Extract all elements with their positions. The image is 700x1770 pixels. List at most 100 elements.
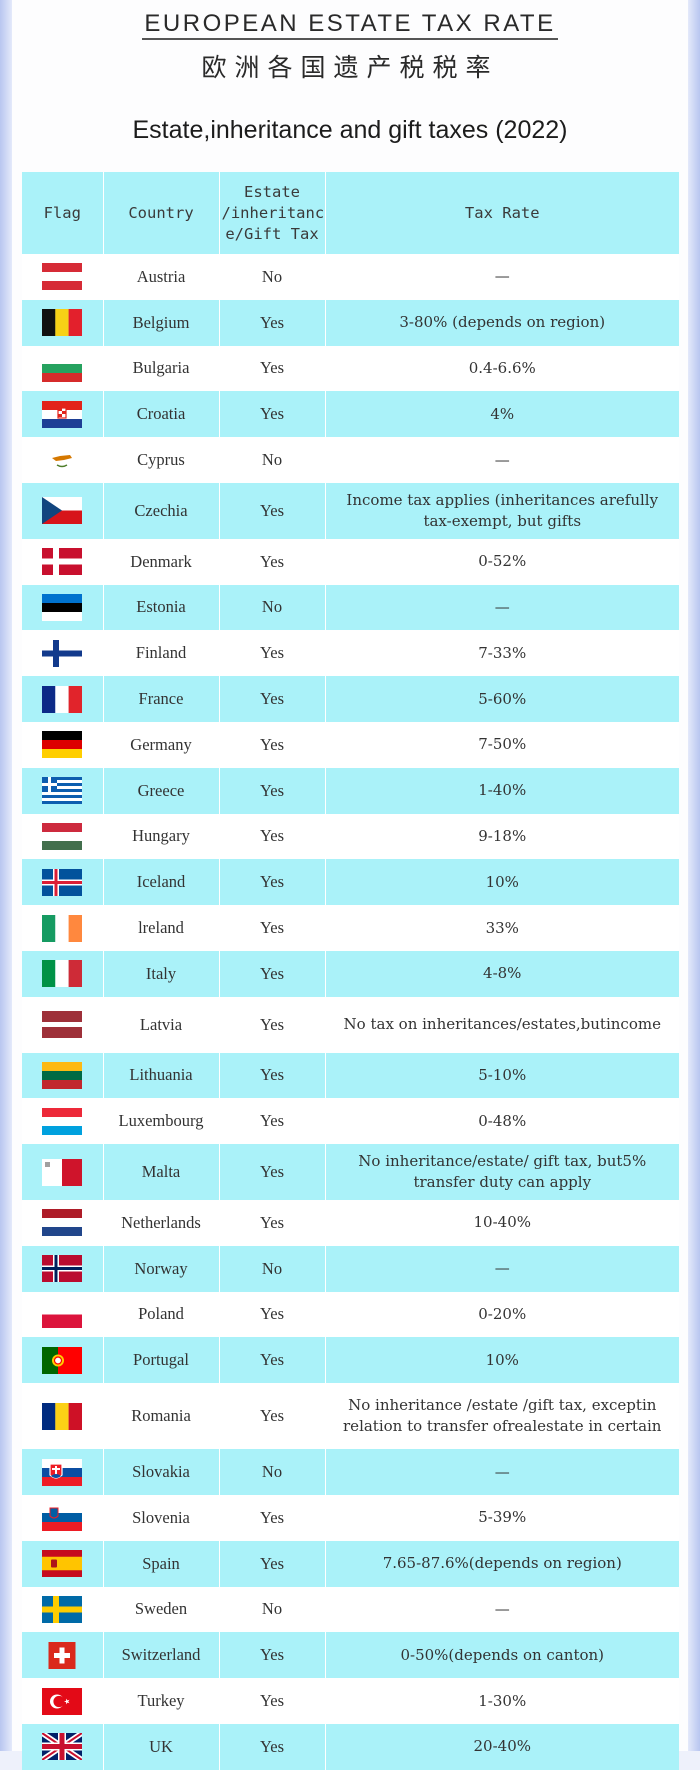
table-row: Slovenia Yes 5-39% (22, 1494, 679, 1541)
tax-cell: Yes (219, 1723, 326, 1770)
cyprus-flag-icon (42, 446, 83, 474)
flag-cell (22, 1337, 104, 1384)
tax-rate-cell: 9-18% (478, 826, 527, 845)
tax-cell: No (219, 1245, 326, 1292)
tax-rate-cell: 0-20% (478, 1304, 527, 1323)
tax-rate-cell: 20-40% (473, 1737, 532, 1756)
turkey-flag-icon (42, 1687, 83, 1715)
table-header: Flag Country Estate /inheritanc e/Gift T… (22, 172, 679, 254)
germany-flag-icon (42, 731, 83, 759)
tax-cell: Yes (219, 482, 326, 539)
country-cell: Cyprus (103, 437, 220, 483)
table-row: Belgium Yes 3-80% (depends on region) (22, 299, 679, 346)
flag-cell (22, 1540, 104, 1587)
table-row: Italy Yes 4-8% (22, 950, 679, 997)
tax-rate-cell: 10-40% (473, 1213, 532, 1232)
tax-cell: Yes (219, 676, 326, 722)
tax-cell: Yes (219, 1199, 326, 1246)
table-row: Norway No — (22, 1245, 679, 1292)
sweden-flag-icon (42, 1595, 83, 1623)
denmark-flag-icon (42, 548, 83, 576)
flag-cell (22, 1632, 104, 1679)
tax-cell: Yes (219, 1144, 326, 1200)
tax-table: Flag Country Estate /inheritanc e/Gift T… (22, 172, 679, 1770)
tax-rate-cell: — (494, 597, 510, 616)
page-title-text: EUROPEAN ESTATE TAX RATE (142, 10, 558, 40)
flag-cell (22, 1052, 104, 1099)
belgium-flag-icon (42, 309, 83, 337)
table-row: Finland Yes 7-33% (22, 630, 679, 677)
tax-cell: Yes (219, 996, 326, 1053)
iceland-flag-icon (42, 868, 83, 896)
table-row: Estonia No — (22, 584, 679, 631)
table-row: Luxembourg Yes 0-48% (22, 1098, 679, 1145)
table-row: Latvia Yes No tax on inheritances/estates,… (22, 996, 679, 1053)
luxembourg-flag-icon (42, 1107, 83, 1135)
header-country: Country (103, 172, 220, 254)
tax-rate-cell: 5-60% (478, 689, 527, 708)
country-cell: Czechia (103, 482, 220, 539)
tax-rate-cell: — (494, 450, 510, 469)
country-cell: Iceland (103, 859, 220, 906)
flag-cell (22, 482, 104, 539)
flag-cell (22, 345, 104, 392)
table-row: Czechia Yes Income tax applies (inheritanc… (22, 482, 679, 539)
flag-cell (22, 630, 104, 677)
header-tax: Estate /inheritanc e/Gift Tax (219, 172, 326, 254)
flag-cell (22, 1586, 104, 1633)
tax-cell: Yes (219, 538, 326, 585)
tax-cell: Yes (219, 630, 326, 677)
tax-cell: Yes (219, 345, 326, 392)
page-subtitle: Estate,inheritance and gift taxes (2022) (132, 116, 568, 144)
tax-cell: Yes (219, 1337, 326, 1384)
tax-cell: No (219, 1449, 326, 1495)
tax-rate-cell: 5-10% (478, 1065, 527, 1084)
italy-flag-icon (42, 960, 83, 988)
tax-rate-cell: No tax on inheritances/estates,butincome (343, 1015, 661, 1034)
header-tax-rate: Tax Rate (464, 203, 540, 222)
lithuania-flag-icon (42, 1061, 83, 1089)
tax-rate-cell: Income tax applies (inheritances arefull… (346, 490, 659, 530)
flag-cell (22, 1144, 104, 1200)
flag-cell (22, 859, 104, 906)
flag-cell (22, 584, 104, 631)
tax-cell: Yes (219, 1678, 326, 1724)
tax-rate-cell: — (494, 1462, 510, 1481)
country-cell: Latvia (103, 996, 220, 1053)
tax-rate-cell: 0.4-6.6% (468, 358, 536, 377)
tax-cell: Yes (219, 1052, 326, 1099)
tax-rate-cell: — (494, 267, 510, 286)
flag-cell (22, 538, 104, 585)
tax-cell: Yes (219, 859, 326, 906)
tax-rate-cell: 4% (490, 404, 515, 423)
country-cell: Greece (103, 767, 220, 814)
flag-cell (22, 1723, 104, 1770)
tax-rate-cell: 0-52% (478, 552, 527, 571)
latvia-flag-icon (42, 1011, 83, 1039)
tax-rate-cell: 4-8% (483, 964, 522, 983)
country-cell: Lithuania (103, 1052, 220, 1099)
greece-flag-icon (42, 777, 83, 805)
table-row: Netherlands Yes 10-40% (22, 1199, 679, 1246)
country-cell: Norway (103, 1245, 220, 1292)
tax-cell: No (219, 584, 326, 631)
table-row: UK Yes 20-40% (22, 1723, 679, 1770)
tax-cell: No (219, 437, 326, 483)
tax-rate-cell: 33% (485, 918, 519, 937)
flag-cell (22, 1245, 104, 1292)
tax-rate-cell: 0-50%(depends on canton) (400, 1645, 605, 1664)
flag-cell (22, 1494, 104, 1541)
country-cell: Slovakia (103, 1449, 220, 1495)
flag-cell (22, 950, 104, 997)
bulgaria-flag-icon (42, 354, 83, 382)
malta-flag-icon (42, 1158, 83, 1186)
table-row: Hungary Yes 9-18% (22, 813, 679, 860)
tax-rate-cell: 7.65-87.6%(depends on region) (382, 1554, 622, 1573)
table-row: Croatia Yes 4% (22, 391, 679, 438)
portugal-flag-icon (42, 1346, 83, 1374)
uk-flag-icon (42, 1733, 83, 1761)
flag-cell (22, 676, 104, 722)
table-row: Iceland Yes 10% (22, 859, 679, 906)
finland-flag-icon (42, 639, 83, 667)
table-row: Bulgaria Yes 0.4-6.6% (22, 345, 679, 392)
